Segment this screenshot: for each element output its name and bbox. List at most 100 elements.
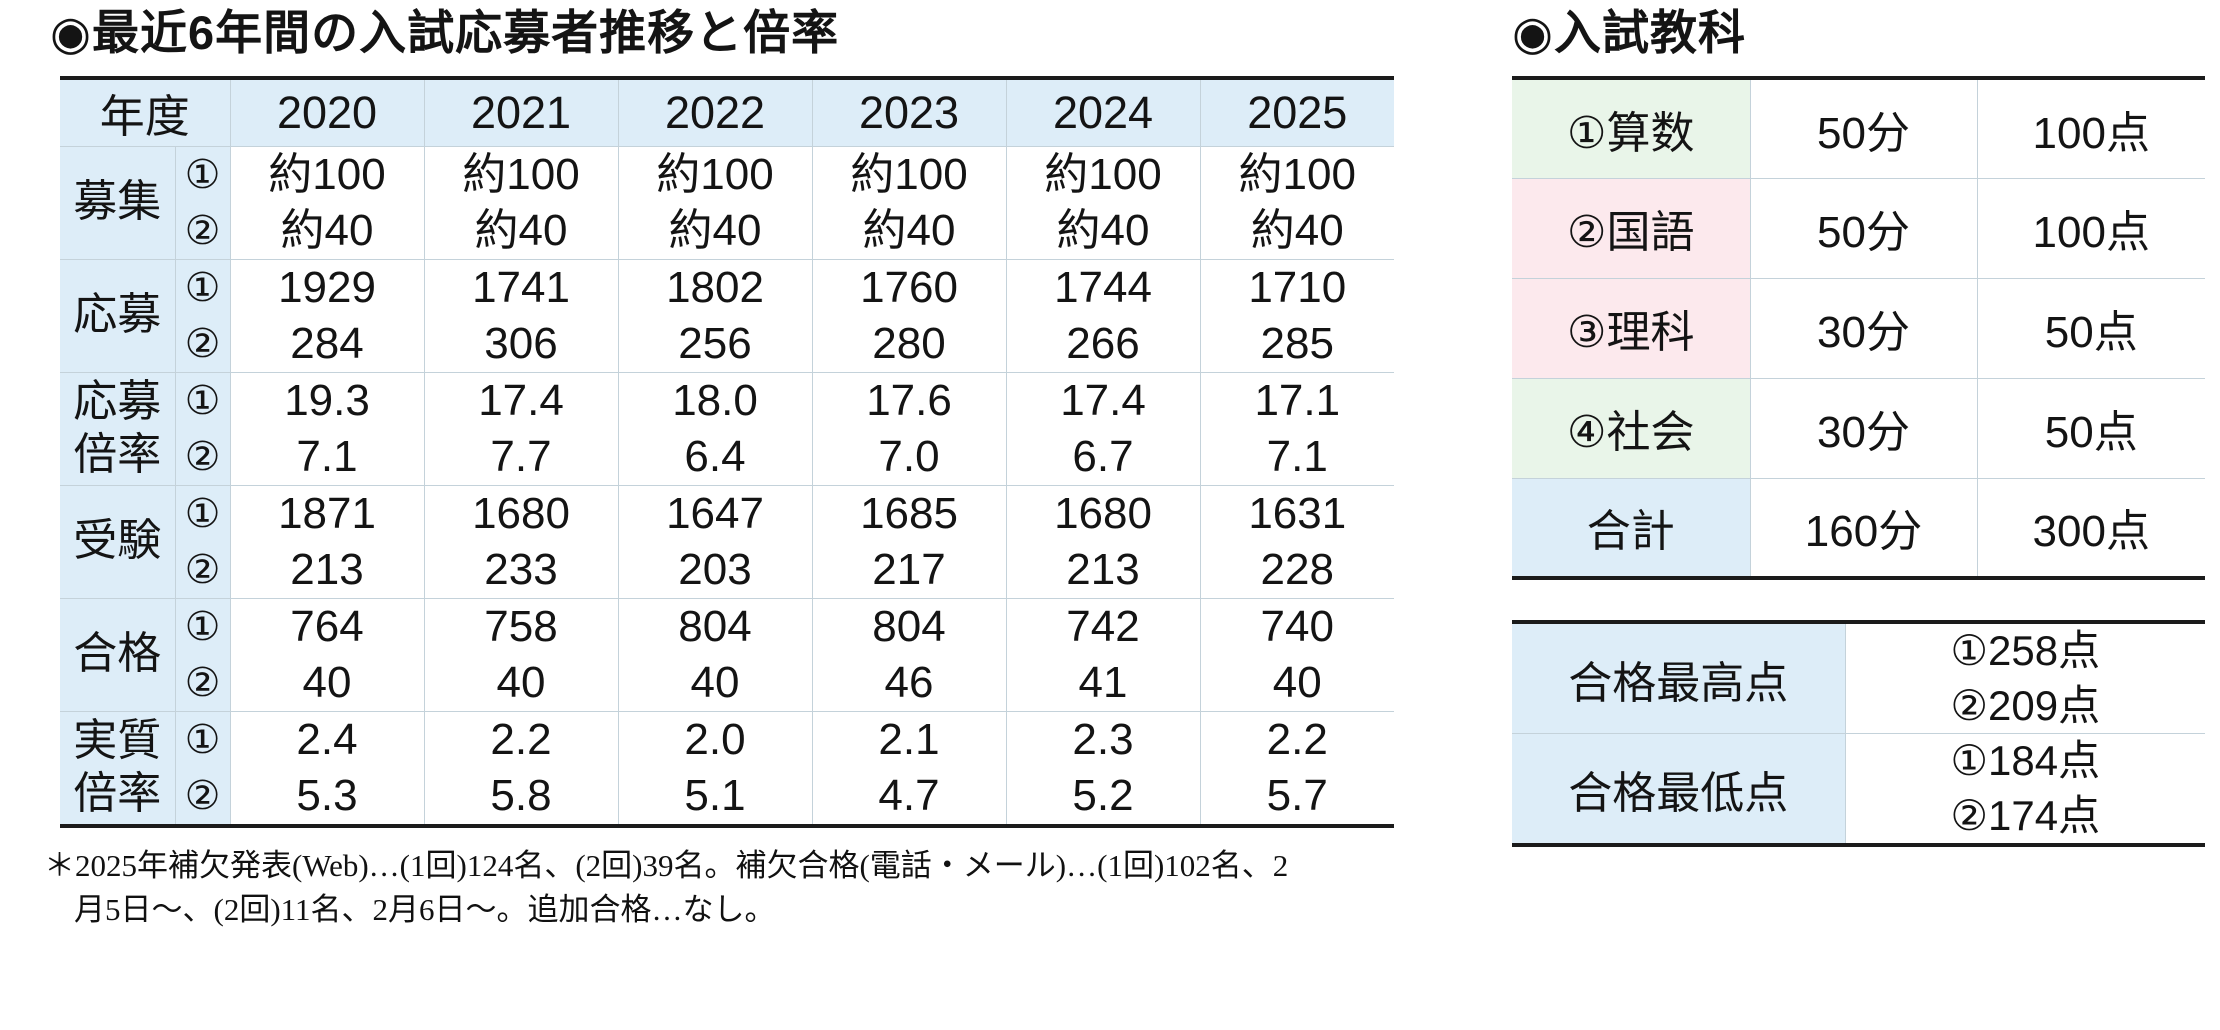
row-label: 応募 倍率 [60,371,176,486]
table-row: 応募 倍率 ① ② 19.3 7.1 17.4 7.7 18.0 6.4 17.6 7.0 17.4 6.… [60,371,1395,486]
value-cell: 1802 256 [617,258,813,373]
score-value: ①184点 ②174点 [1844,733,2205,846]
subject-time: 160分 [1749,477,1978,579]
table-row: 募集 ① ② 約100 約40 約100 約40 約100 約40 約100 約40 約100 約40 約… [60,145,1395,260]
year-header: 2024 [1005,77,1201,147]
subject-points: 50点 [1976,277,2205,379]
score-label: 合格最高点 [1512,621,1846,735]
row-label: 受験 [60,484,176,599]
value-cell: 1741 306 [423,258,619,373]
value-cell: 1871 213 [229,484,425,599]
subject-points: 100点 [1976,77,2205,179]
value-cell: 約100 約40 [229,145,425,260]
row-label: 合格 [60,597,176,712]
year-header: 2020 [229,77,425,147]
value-cell: 17.6 7.0 [811,371,1007,486]
year-header: 2025 [1199,77,1395,147]
year-header: 2023 [811,77,1007,147]
subject-row: 合計 160分 300点 [1512,477,2205,579]
value-cell: 19.3 7.1 [229,371,425,486]
value-cell: 18.0 6.4 [617,371,813,486]
footnote-line-2: 月5日～、(2回)11名、2月6日～。追加合格…なし。 [74,892,776,928]
score-row: 合格最低点 ①184点 ②174点 [1512,733,2205,846]
value-cell: 1680 233 [423,484,619,599]
value-cell: 17.4 7.7 [423,371,619,486]
value-cell: 約100 約40 [423,145,619,260]
footnote: ＊2025年補欠発表(Web)…(1回)124名、(2回)39名。補欠合格(電話… [44,844,1394,934]
subject-name: ②国語 [1512,177,1751,279]
value-cell: 2.2 5.8 [423,710,619,827]
subject-time: 30分 [1749,277,1978,379]
score-value: ①258点 ②209点 [1844,621,2205,735]
value-cell: 2.3 5.2 [1005,710,1201,827]
value-cell: 764 40 [229,597,425,712]
subject-row: ③理科 30分 50点 [1512,277,2205,379]
year-header-row: 年度 2020 2021 2022 2023 2024 2025 [60,77,1395,147]
value-cell: 2.1 4.7 [811,710,1007,827]
score-row: 合格最高点 ①258点 ②209点 [1512,621,2205,735]
value-cell: 約100 約40 [811,145,1007,260]
value-cell: 804 40 [617,597,813,712]
admissions-history-title: ◉最近6年間の入試応募者推移と倍率 [50,6,840,59]
subject-row: ④社会 30分 50点 [1512,377,2205,479]
admissions-history-section: ◉最近6年間の入試応募者推移と倍率 年度 2020 2021 2022 2023 202… [44,6,1395,933]
value-cell: 約100 約40 [1005,145,1201,260]
year-header: 2021 [423,77,619,147]
value-cell: 740 40 [1199,597,1395,712]
value-cell: 17.4 6.7 [1005,371,1201,486]
subject-time: 50分 [1749,77,1978,179]
value-cell: 804 46 [811,597,1007,712]
subject-time: 50分 [1749,177,1978,279]
subject-row: ①算数 50分 100点 [1512,77,2205,179]
row-label: 実質 倍率 [60,710,176,827]
subject-points: 100点 [1976,177,2205,279]
value-cell: 758 40 [423,597,619,712]
value-cell: 2.2 5.7 [1199,710,1395,827]
subject-name: ④社会 [1512,377,1751,479]
subject-points: 300点 [1976,477,2205,579]
subject-name: ③理科 [1512,277,1751,379]
table-row: 実質 倍率 ① ② 2.4 5.3 2.2 5.8 2.0 5.1 2.1 4.7 2.3 5.2 2.2 5… [60,710,1395,827]
subject-name: ①算数 [1512,77,1751,179]
subject-row: ②国語 50分 100点 [1512,177,2205,279]
year-header: 2022 [617,77,813,147]
footnote-line-1: ＊2025年補欠発表(Web)…(1回)124名、(2回)39名。補欠合格(電話… [44,847,1289,883]
value-cell: 約100 約40 [1199,145,1395,260]
admissions-history-table: 年度 2020 2021 2022 2023 2024 2025 募集 ① ② 約100 約40 約… [60,76,1395,828]
row-label: 応募 [60,258,176,373]
subject-name: 合計 [1512,477,1751,579]
value-cell: 1631 228 [1199,484,1395,599]
subject-time: 30分 [1749,377,1978,479]
exam-subjects-title: ◉入試教科 [1512,6,1747,59]
table-row: 受験 ① ② 1871 213 1680 233 1647 203 1685 217 1680 213 1… [60,484,1395,599]
value-cell: 1760 280 [811,258,1007,373]
scores-table-body: 合格最高点 ①258点 ②209点 合格最低点 ①184点 ②174点 [1512,621,2205,846]
value-cell: 17.1 7.1 [1199,371,1395,486]
value-cell: 1685 217 [811,484,1007,599]
value-cell: 約100 約40 [617,145,813,260]
row-label: 募集 [60,145,176,260]
pass-scores-table: 合格最高点 ①258点 ②209点 合格最低点 ①184点 ②174点 [1512,620,2205,848]
score-label: 合格最低点 [1512,733,1846,846]
value-cell: 1710 285 [1199,258,1395,373]
value-cell: 1680 213 [1005,484,1201,599]
admissions-table-body: 募集 ① ② 約100 約40 約100 約40 約100 約40 約100 約40 約100 約40 約… [60,145,1395,827]
table-row: 応募 ① ② 1929 284 1741 306 1802 256 1760 280 1744 266 1… [60,258,1395,373]
table-row: 合格 ① ② 764 40 758 40 804 40 804 46 742 41 740 40 [60,597,1395,712]
subject-points: 50点 [1976,377,2205,479]
value-cell: 2.4 5.3 [229,710,425,827]
year-header-label: 年度 [60,77,231,147]
value-cell: 1929 284 [229,258,425,373]
value-cell: 1647 203 [617,484,813,599]
value-cell: 1744 266 [1005,258,1201,373]
value-cell: 742 41 [1005,597,1201,712]
value-cell: 2.0 5.1 [617,710,813,827]
subjects-table-body: ①算数 50分 100点 ②国語 50分 100点 ③理科 30分 50点 ④社会 30分 50点 合計… [1512,77,2205,579]
exam-subjects-section: ◉入試教科 ①算数 50分 100点 ②国語 50分 100点 ③理科 30分 50点 ④社会 30… [1512,6,2207,848]
exam-subjects-table: ①算数 50分 100点 ②国語 50分 100点 ③理科 30分 50点 ④社会 30分 50点 合計… [1512,76,2205,581]
